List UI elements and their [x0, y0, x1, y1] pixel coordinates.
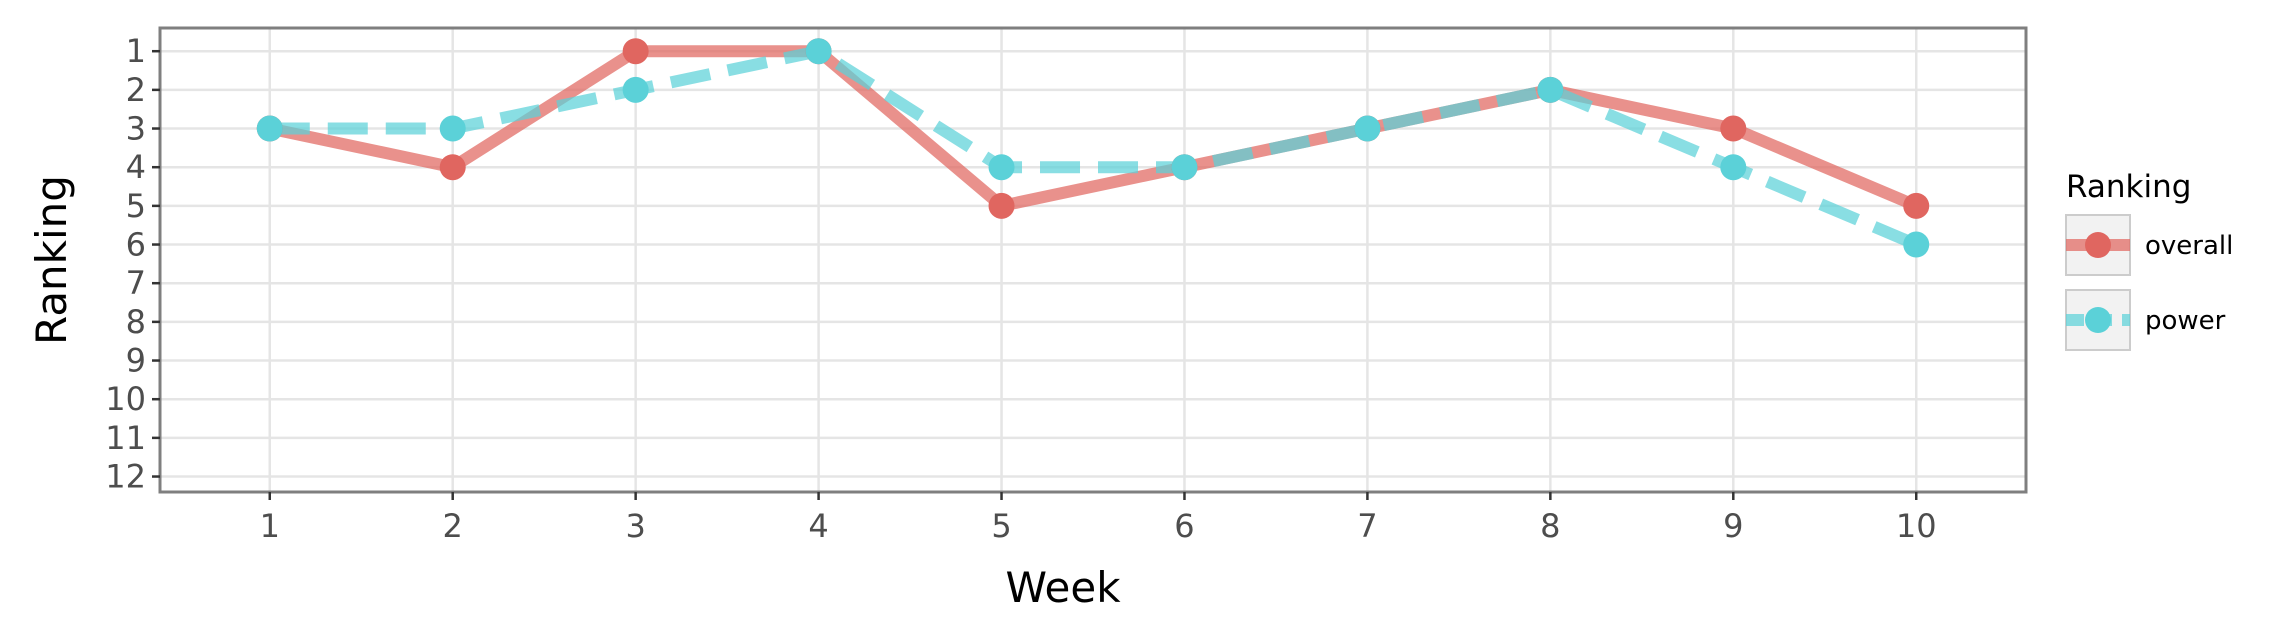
x-tick-label: 8	[1540, 507, 1560, 545]
x-tick-label: 9	[1723, 507, 1743, 545]
point-power	[1903, 231, 1930, 258]
legend-title: Ranking	[2066, 169, 2191, 205]
x-tick-label: 4	[808, 507, 828, 545]
series-markers	[256, 38, 1930, 258]
y-tick-label: 1	[126, 32, 146, 70]
plot-panel	[160, 28, 2026, 492]
y-tick-label: 9	[126, 342, 146, 380]
y-axis-title: Ranking	[27, 175, 76, 345]
series-line-power	[269, 45, 1919, 251]
y-tick-label: 2	[126, 71, 146, 109]
x-tick-label: 10	[1896, 507, 1937, 545]
x-tick-label: 6	[1174, 507, 1194, 545]
y-tick-label: 6	[126, 226, 146, 264]
point-overall	[1903, 192, 1930, 219]
point-overall	[439, 154, 466, 181]
point-power	[805, 38, 832, 65]
y-tick-label: 10	[105, 380, 146, 418]
series-lines	[268, 45, 1919, 251]
legend-marker-power	[2085, 307, 2111, 333]
legend-label-power: power	[2145, 306, 2226, 336]
point-power	[1720, 154, 1747, 181]
point-overall	[622, 38, 649, 65]
legend: Ranking overall power	[2065, 169, 2233, 351]
x-axis-title: Week	[1005, 563, 1121, 612]
y-tick-label: 3	[126, 110, 146, 148]
legend-label-overall: overall	[2145, 231, 2233, 261]
y-tick-label: 12	[105, 458, 146, 496]
point-power	[988, 154, 1015, 181]
x-tick-label: 5	[991, 507, 1011, 545]
point-power	[439, 115, 466, 142]
series-line-overall	[268, 45, 1919, 212]
point-overall	[988, 192, 1015, 219]
point-power	[1171, 154, 1198, 181]
x-tick-label: 1	[260, 507, 280, 545]
point-power	[622, 76, 649, 103]
y-tick-label: 8	[126, 303, 146, 341]
point-power	[256, 115, 283, 142]
plot-border	[158, 26, 2028, 494]
y-tick-label: 11	[105, 419, 146, 457]
x-tick-label: 7	[1357, 507, 1377, 545]
y-tick-label: 4	[126, 148, 146, 186]
point-power	[1537, 76, 1564, 103]
point-overall	[1720, 115, 1747, 142]
y-tick-label: 5	[126, 187, 146, 225]
x-tick-label: 3	[625, 507, 645, 545]
y-tick-label: 7	[126, 264, 146, 302]
point-power	[1354, 115, 1381, 142]
x-tick-label: 2	[443, 507, 463, 545]
legend-marker-overall	[2085, 232, 2111, 258]
